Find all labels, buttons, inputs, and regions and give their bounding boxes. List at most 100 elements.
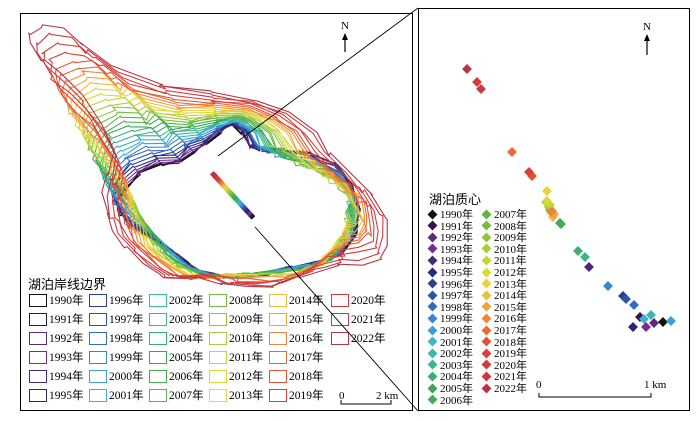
- legend-swatch: [149, 388, 167, 402]
- centroid-point-1992年: [649, 318, 659, 328]
- legend-swatch: [149, 331, 167, 345]
- legend-swatch: [29, 331, 47, 345]
- legend-swatch: [269, 350, 287, 364]
- centroid-legend-item: 1999年: [427, 310, 473, 326]
- scale-start-right: 0: [536, 379, 542, 391]
- shoreline-legend-item: 2014年: [269, 292, 324, 308]
- centroid-legend-item: 1995年: [427, 264, 473, 280]
- shoreline-legend-item: 2005年: [149, 349, 204, 365]
- legend-label: 1999年: [109, 352, 144, 364]
- legend-label: 2010年: [494, 243, 527, 256]
- legend-label: 2005年: [169, 352, 204, 364]
- legend-label: 2013年: [229, 390, 264, 402]
- shoreline-legend-item: 2011年: [209, 349, 263, 365]
- legend-label: 1990年: [440, 209, 473, 221]
- legend-label: 2008年: [229, 295, 264, 307]
- legend-label: 2008年: [494, 220, 527, 233]
- legend-swatch: [29, 293, 47, 307]
- legend-swatch: [29, 312, 47, 326]
- shoreline-legend-item: 2010年: [209, 330, 264, 346]
- shoreline-legend-item: 2009年: [209, 311, 264, 327]
- shoreline-legend-item: 2022年: [331, 330, 386, 346]
- legend-label: 1992年: [440, 232, 473, 245]
- legend-swatch: [209, 350, 227, 364]
- legend-label: 2002年: [440, 348, 473, 361]
- centroid-legend-item: 2022年: [481, 380, 527, 396]
- centroid-point-2013年: [542, 186, 552, 196]
- shoreline-legend-item: 2001年: [89, 387, 144, 403]
- legend-swatch: [149, 369, 167, 383]
- centroid-legend-item: 1992年: [427, 229, 473, 245]
- legend-swatch: [209, 293, 227, 307]
- shoreline-legend-item: 1991年: [29, 311, 84, 327]
- centroid-point-2017年: [507, 147, 517, 157]
- legend-swatch: [89, 350, 107, 364]
- legend-label: 2011年: [229, 352, 264, 364]
- legend-label: 2017年: [494, 325, 527, 337]
- legend-label: 2022年: [351, 333, 386, 345]
- shoreline-legend-item: 2015年: [269, 311, 324, 327]
- centroid-legend-item: 1993年: [427, 241, 473, 257]
- legend-label: 1997年: [109, 314, 144, 326]
- centroid-point-1999年: [603, 281, 613, 291]
- legend-label: 1992年: [49, 333, 84, 345]
- centroid-legend-item: 1990年: [427, 206, 473, 222]
- legend-label: 1994年: [440, 255, 473, 268]
- shoreline-legend-item: 2017年: [269, 349, 324, 365]
- legend-label: 1996年: [109, 295, 144, 307]
- legend-label: 1993年: [440, 243, 473, 256]
- centroid-legend-item: 2018年: [481, 334, 527, 350]
- legend-label: 2019年: [289, 390, 324, 402]
- shoreline-2021年: [36, 32, 384, 287]
- legend-swatch: [29, 369, 47, 383]
- legend-label: 2012年: [229, 371, 264, 383]
- shoreline-legend-item: 2019年: [269, 387, 324, 403]
- shoreline-legend-item: 2004年: [149, 330, 204, 346]
- centroid-point-1995年: [628, 322, 638, 332]
- legend-label: 2009年: [494, 232, 527, 245]
- shoreline-legend-item: 2018年: [269, 368, 324, 384]
- legend-swatch: [269, 388, 287, 402]
- centroid-point-2019年: [524, 167, 534, 177]
- north-label: N: [341, 20, 349, 32]
- shoreline-legend-item: 1992年: [29, 330, 84, 346]
- centroid-map: [462, 64, 676, 398]
- north-arrow-right: N: [637, 21, 657, 58]
- shoreline-legend-item: 1993年: [29, 349, 84, 365]
- centroid-legend-item: 2012年: [481, 264, 527, 280]
- legend-label: 2009年: [229, 314, 264, 326]
- centroid-point-1994年: [584, 262, 594, 272]
- legend-swatch: [29, 388, 47, 402]
- legend-swatch: [149, 350, 167, 364]
- centroid-legend-item: 1991年: [427, 218, 473, 234]
- legend-swatch: [269, 331, 287, 345]
- centroid-legend-item: 2019年: [481, 345, 527, 361]
- centroid-legend-item: 2010年: [481, 241, 527, 257]
- centroid-legend-item: 2003年: [427, 357, 473, 373]
- shoreline-legend-item: 2006年: [149, 368, 204, 384]
- centroid-legend-item: 2016年: [481, 310, 527, 326]
- legend-swatch: [149, 312, 167, 326]
- legend-label: 1998年: [109, 333, 144, 345]
- centroid-point-2016年: [546, 207, 556, 217]
- centroid-legend-item: 2011年: [481, 252, 527, 268]
- shoreline-legend-item: 1999年: [89, 349, 144, 365]
- centroid-legend-item: 2017年: [481, 322, 527, 338]
- legend-swatch: [331, 293, 349, 307]
- centroid-mini-2022年: [209, 170, 218, 179]
- legend-label: 2017年: [289, 352, 324, 364]
- legend-label: 2006年: [440, 394, 473, 407]
- centroid-legend-item: 2000年: [427, 322, 473, 338]
- north-label: N: [643, 21, 651, 33]
- centroid-legend-item: 2006年: [427, 392, 473, 408]
- legend-label: 2000年: [440, 325, 473, 337]
- legend-label: 2000年: [109, 371, 144, 383]
- legend-label: 2001年: [109, 390, 144, 402]
- shoreline-legend-item: 2003年: [149, 311, 204, 327]
- shoreline-legend-item: 1997年: [89, 311, 144, 327]
- centroid-legend-item: 1994年: [427, 252, 473, 268]
- legend-label: 2007年: [169, 390, 204, 402]
- legend-swatch: [89, 293, 107, 307]
- shoreline-legend-item: 1994年: [29, 368, 84, 384]
- legend-label: 2002年: [169, 295, 204, 307]
